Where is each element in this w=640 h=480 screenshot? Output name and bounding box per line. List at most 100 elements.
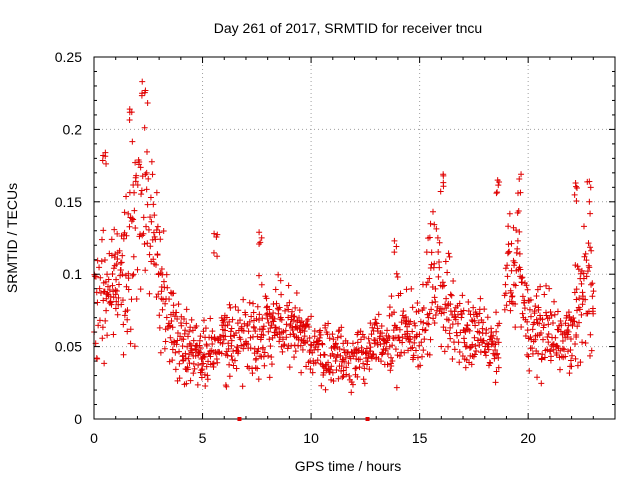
data-point	[503, 302, 510, 309]
data-point	[282, 307, 289, 314]
data-point	[559, 337, 566, 344]
data-point	[133, 172, 140, 179]
data-point	[166, 296, 173, 303]
data-point	[125, 286, 132, 293]
data-point	[335, 375, 342, 382]
data-point	[344, 349, 351, 356]
data-point	[228, 337, 235, 344]
data-point	[137, 164, 144, 171]
data-point	[536, 320, 543, 327]
data-point	[361, 380, 368, 387]
data-point	[587, 244, 594, 251]
data-point	[340, 367, 347, 374]
data-point	[565, 328, 572, 335]
data-point	[247, 334, 254, 341]
data-point	[322, 362, 329, 369]
data-point	[507, 287, 514, 294]
data-point	[200, 317, 207, 324]
data-point	[421, 336, 428, 343]
data-point	[417, 362, 424, 369]
data-point	[444, 269, 451, 276]
data-point	[418, 339, 425, 346]
data-point	[573, 197, 580, 204]
data-point	[129, 272, 136, 279]
data-point	[416, 331, 423, 338]
data-point	[154, 251, 161, 258]
data-point	[296, 326, 303, 333]
data-point	[456, 349, 463, 356]
data-point	[505, 241, 512, 248]
data-point	[427, 220, 434, 227]
data-point	[445, 250, 452, 257]
data-point	[121, 312, 128, 319]
data-point	[131, 207, 138, 214]
data-point	[379, 350, 386, 357]
data-point	[109, 282, 116, 289]
data-point	[187, 342, 194, 349]
data-point	[362, 349, 369, 356]
x-tick-label: 5	[199, 430, 207, 446]
data-point	[579, 301, 586, 308]
data-point	[516, 175, 523, 182]
data-point	[568, 363, 575, 370]
data-point	[468, 344, 475, 351]
data-point	[450, 277, 457, 284]
data-point	[134, 182, 141, 189]
data-point	[100, 227, 107, 234]
data-point	[502, 265, 509, 272]
data-point	[459, 292, 466, 299]
data-point	[406, 321, 413, 328]
data-point	[186, 340, 193, 347]
data-point	[576, 306, 583, 313]
data-point	[586, 198, 593, 205]
data-point	[426, 310, 433, 317]
data-point	[142, 171, 149, 178]
data-point	[117, 266, 124, 273]
data-point	[369, 324, 376, 331]
data-point	[472, 322, 479, 329]
data-point	[160, 296, 167, 303]
data-point	[466, 327, 473, 334]
data-point	[395, 334, 402, 341]
data-point	[519, 274, 526, 281]
data-point	[590, 288, 597, 295]
data-point	[391, 309, 398, 316]
data-point	[222, 333, 229, 340]
data-point	[146, 251, 153, 258]
data-point	[573, 296, 580, 303]
data-point	[441, 309, 448, 316]
data-point	[576, 295, 583, 302]
data-point	[148, 158, 155, 165]
data-point	[342, 354, 349, 361]
data-point	[407, 336, 414, 343]
data-point	[321, 351, 328, 358]
data-point	[176, 375, 183, 382]
data-point	[113, 261, 120, 268]
y-tick-label: 0.15	[55, 194, 82, 210]
data-point	[148, 218, 155, 225]
data-point	[539, 316, 546, 323]
plot-frame	[93, 56, 616, 420]
data-point	[267, 325, 274, 332]
data-point	[424, 279, 431, 286]
data-point	[266, 374, 273, 381]
data-point	[261, 362, 268, 369]
data-point	[265, 328, 272, 335]
data-point	[125, 275, 132, 282]
data-point	[565, 309, 572, 316]
data-point	[143, 186, 150, 193]
data-point	[260, 332, 267, 339]
data-point	[372, 319, 379, 326]
data-point	[160, 227, 167, 234]
data-point	[130, 271, 137, 278]
data-point	[120, 321, 127, 328]
data-point	[100, 297, 107, 304]
data-point	[437, 188, 444, 195]
data-point	[139, 78, 146, 85]
data-point	[307, 365, 314, 372]
data-point	[272, 286, 279, 293]
data-point	[189, 349, 196, 356]
data-point	[174, 315, 181, 322]
data-point	[360, 360, 367, 367]
data-point	[416, 342, 423, 349]
